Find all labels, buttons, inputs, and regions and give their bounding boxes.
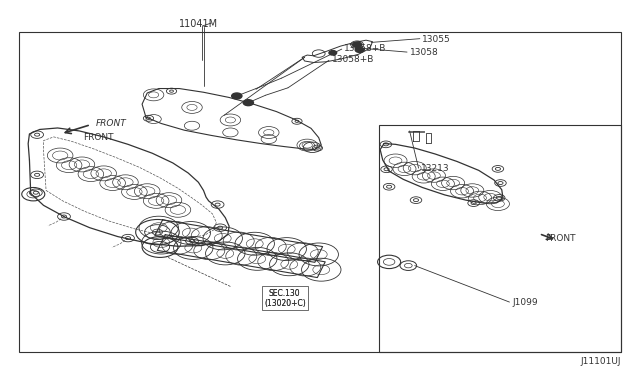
Text: 13058+B: 13058+B [332,55,374,64]
Text: 13055: 13055 [422,35,451,44]
Bar [379,125,621,352]
Circle shape [355,47,364,52]
Text: FRONT: FRONT [83,133,114,142]
Text: FRONT: FRONT [96,119,127,128]
Text: SEC.130
(13020+C): SEC.130 (13020+C) [264,289,306,308]
Circle shape [243,100,253,106]
Text: FRONT: FRONT [545,234,576,243]
Text: 13058: 13058 [410,48,438,57]
Circle shape [329,51,337,55]
Text: SEC.130
(13020+C): SEC.130 (13020+C) [264,289,306,308]
Text: 13213: 13213 [421,164,450,173]
Circle shape [232,93,242,99]
Circle shape [353,42,362,47]
Text: J11101UJ: J11101UJ [580,357,621,366]
Text: J1099: J1099 [512,298,538,307]
Bar [19,32,621,352]
Text: 13058+B: 13058+B [344,44,387,53]
Text: 11041M: 11041M [179,19,218,29]
